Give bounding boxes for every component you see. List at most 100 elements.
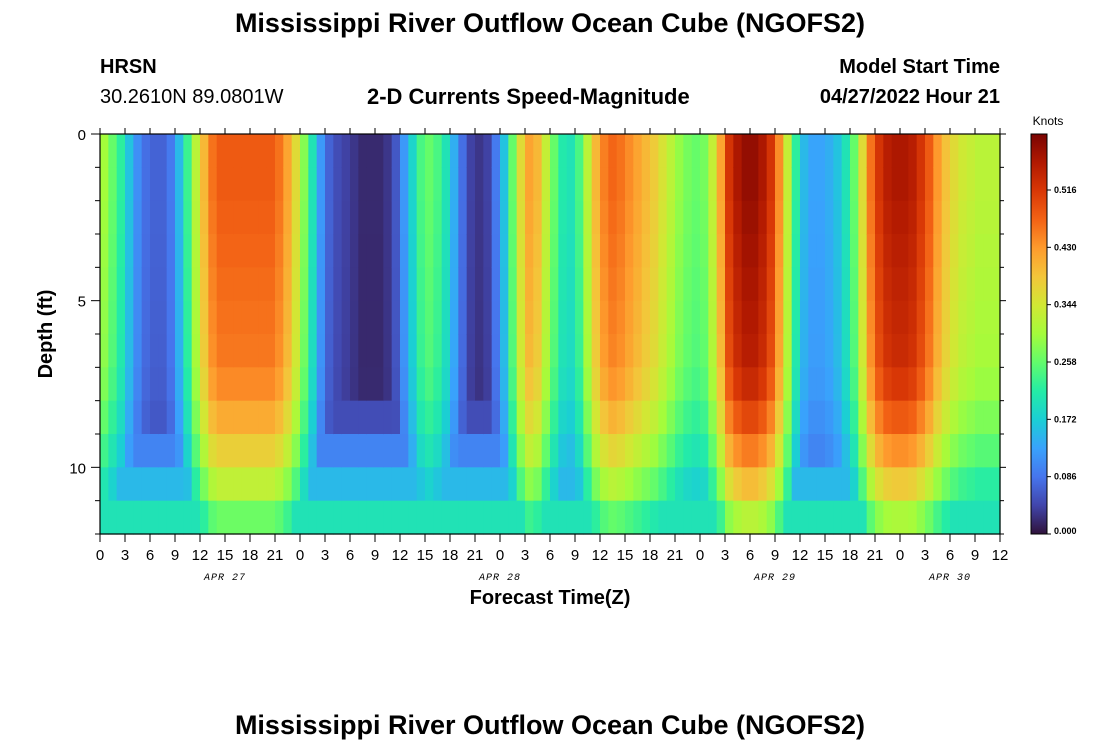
heatmap-cell [691,200,701,235]
heatmap-cell [675,267,684,302]
heatmap-cell [741,134,751,168]
heatmap-cell [966,367,976,402]
heatmap-cell [708,167,718,202]
heatmap-cell [425,167,434,202]
heatmap-cell [333,267,343,302]
heatmap-cell [891,200,901,235]
heatmap-cell [808,500,818,535]
heatmap-cell [700,434,709,468]
heatmap-cell [900,500,909,535]
heatmap-cell [625,167,634,202]
heatmap-cell [541,267,551,302]
heatmap-cell [625,500,634,535]
heatmap-cell [950,167,959,202]
heatmap-cell [841,367,851,402]
heatmap-cell [891,134,901,168]
heatmap-cell [625,367,634,402]
x-tick-label: 12 [992,547,1009,564]
heatmap-cell [758,467,768,502]
heatmap-cell [516,167,526,202]
heatmap-cell [925,500,934,535]
heatmap-cell [600,434,609,468]
heatmap-cell [825,134,834,168]
heatmap-cell [766,334,776,368]
heatmap-cell [625,467,634,502]
heatmap-cell [775,334,784,368]
heatmap-cell [516,234,526,268]
heatmap-cell [183,267,193,302]
heatmap-cell [350,267,359,302]
heatmap-cell [816,200,826,235]
heatmap-cell [791,334,801,368]
heatmap-cell [975,367,984,402]
heatmap-cell [500,267,509,302]
heatmap-cell [183,434,193,468]
heatmap-cell [825,234,834,268]
heatmap-cell [358,334,368,368]
heatmap-cell [241,367,251,402]
heatmap-cell [208,134,218,168]
heatmap-cell [558,500,568,535]
heatmap-cell [150,300,159,335]
heatmap-cell [166,434,176,468]
heatmap-cell [325,167,334,202]
heatmap-cell [650,134,659,168]
heatmap-cell [750,434,759,468]
heatmap-cell [341,500,351,535]
heatmap-cell [925,134,934,168]
heatmap-cell [133,500,143,535]
heatmap-cell [558,367,568,402]
heatmap-cell [325,367,334,402]
heatmap-cell [325,467,334,502]
heatmap-cell [641,134,651,168]
heatmap-cell [491,467,501,502]
heatmap-cell [441,367,451,402]
heatmap-cell [925,434,934,468]
heatmap-cell [741,500,751,535]
x-tick-label: 15 [417,547,434,564]
heatmap-cell [400,367,409,402]
heatmap-cell [566,500,576,535]
heatmap-cell [800,300,809,335]
heatmap-cell [533,167,543,202]
heatmap-cell [275,434,284,468]
heatmap-cell [333,167,343,202]
heatmap-cell [616,334,626,368]
heatmap-cell [841,234,851,268]
heatmap-cell [608,300,618,335]
heatmap-cell [383,234,393,268]
heatmap-cell [708,234,718,268]
x-tick-label: 6 [946,547,954,564]
heatmap-cell [266,500,276,535]
heatmap-cell [458,334,468,368]
heatmap-cell [300,167,309,202]
heatmap-cell [208,400,218,435]
heatmap-cell [108,200,118,235]
heatmap-cell [325,200,334,235]
heatmap-cell [966,267,976,302]
heatmap-cell [516,434,526,468]
heatmap-cell [350,167,359,202]
heatmap-cell [100,400,109,435]
heatmap-cell [966,234,976,268]
heatmap-cell [833,467,843,502]
heatmap-cell [950,300,959,335]
heatmap-cell [341,300,351,335]
colorbar-label: 0.000 [1054,526,1077,536]
heatmap-cell [166,500,176,535]
heatmap-cell [125,134,134,168]
heatmap-cell [725,200,734,235]
heatmap-cell [750,167,759,202]
heatmap-cell [450,367,459,402]
heatmap-cell [583,300,593,335]
heatmap-cell [125,434,134,468]
heatmap-cell [508,234,518,268]
heatmap-cell [200,467,209,502]
heatmap-cell [233,400,243,435]
heatmap-cell [991,267,1001,302]
heatmap-cell [475,200,484,235]
heatmap-cell [433,334,443,368]
heatmap-cell [166,300,176,335]
heatmap-cell [875,267,884,302]
heatmap-cell [908,334,918,368]
